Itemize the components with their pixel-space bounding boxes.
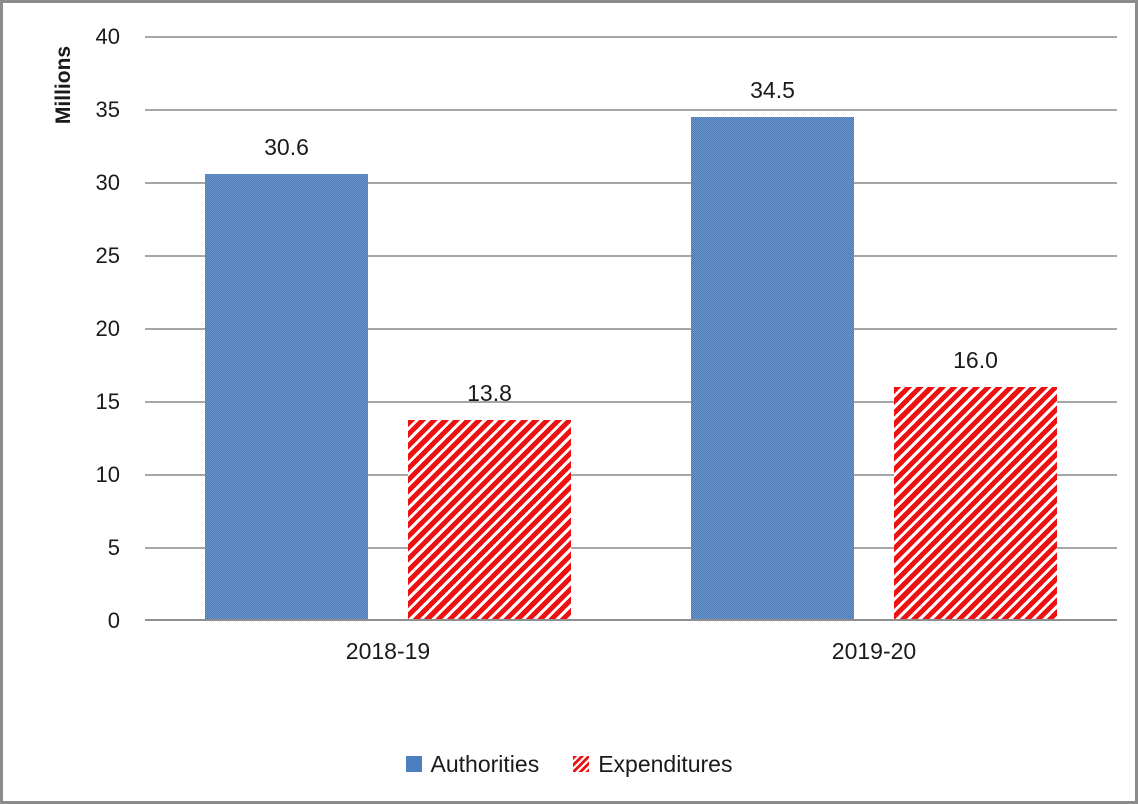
y-tick-label-0: 0	[107, 608, 120, 633]
gridline-30	[145, 182, 1117, 184]
legend-swatch-authorities-square-icon	[405, 756, 422, 772]
gridline-25	[145, 255, 1117, 257]
gridline-20	[145, 328, 1117, 330]
legend: Authorities Expenditures	[3, 749, 1135, 779]
bar-authorities-2018-19	[205, 174, 368, 621]
legend-item-expenditures: Expenditures	[573, 751, 732, 777]
y-tick-label-20: 20	[95, 316, 120, 341]
plot-area: 30.6 13.8 34.5 16.0	[145, 36, 1117, 621]
bar-expenditures-2019-20	[894, 387, 1057, 621]
data-label-authorities-2019-20: 34.5	[750, 77, 795, 104]
y-tick-label-5: 5	[107, 535, 120, 560]
bar-authorities-2019-20	[691, 117, 854, 621]
x-axis-label-2018-19: 2018-19	[345, 638, 431, 664]
y-tick-label-40: 40	[95, 24, 120, 49]
y-tick-label-25: 25	[95, 243, 120, 268]
y-tick-label-10: 10	[95, 462, 120, 487]
legend-label: Authorities	[430, 751, 540, 777]
bar-expenditures-2018-19	[408, 419, 571, 621]
gridline-15	[145, 401, 1117, 403]
y-tick-label-35: 35	[95, 97, 120, 122]
gridline-35	[145, 109, 1117, 111]
data-label-expenditures-2018-19: 13.8	[467, 379, 512, 406]
gridline-40	[145, 36, 1117, 38]
gridline-5	[145, 547, 1117, 549]
legend-swatch-expenditures-hatch-icon	[573, 756, 590, 772]
x-axis-label-2019-20: 2019-20	[831, 638, 917, 664]
legend-label: Expenditures	[598, 751, 733, 777]
data-label-authorities-2018-19: 30.6	[264, 134, 309, 161]
gridline-10	[145, 474, 1117, 476]
y-tick-label-30: 30	[95, 170, 120, 195]
x-axis-line	[145, 619, 1117, 621]
data-label-expenditures-2019-20: 16.0	[953, 347, 998, 374]
y-tick-label-15: 15	[95, 389, 120, 414]
legend-item-authorities: Authorities	[405, 751, 540, 777]
